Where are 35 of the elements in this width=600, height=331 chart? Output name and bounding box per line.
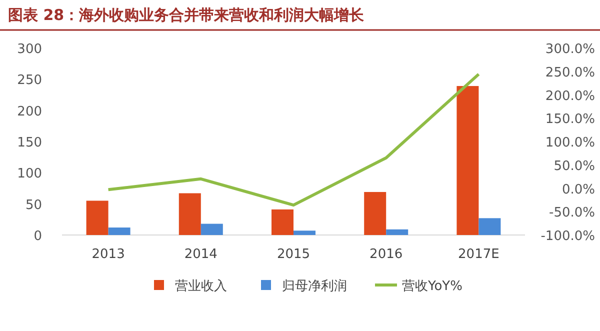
y-tick-label: 200	[17, 104, 42, 120]
x-tick-label: 2013	[92, 247, 125, 262]
bar	[272, 209, 294, 235]
chart-title: 图表 28：海外收购业务合并带来营收和利润大幅增长	[8, 6, 366, 24]
y-tick-label: 50	[25, 198, 42, 213]
x-tick-label: 2014	[184, 247, 218, 262]
bar	[200, 224, 223, 235]
bar	[178, 193, 201, 235]
y2-tick-label: -100.0%	[540, 229, 595, 244]
x-tick-label: 2017E	[458, 247, 500, 262]
legend-label: 归母净利润	[282, 279, 347, 294]
y2-tick-label: 150.0%	[545, 112, 595, 128]
bar	[386, 229, 408, 235]
y2-tick-label: 200.0%	[545, 88, 595, 104]
y-tick-label: 0	[34, 229, 42, 244]
y2-tick-label: 0.0%	[562, 182, 595, 198]
bar	[86, 200, 108, 235]
x-tick-label: 2015	[276, 247, 310, 262]
y2-tick-label: 50.0%	[554, 158, 595, 174]
y-tick-label: 250	[17, 73, 42, 88]
y2-tick-label: -50.0%	[549, 206, 595, 221]
x-tick-label: 2016	[370, 247, 403, 262]
y-tick-label: 300	[17, 42, 42, 57]
y2-tick-label: 300.0%	[545, 42, 595, 57]
y-tick-label: 150	[17, 136, 42, 150]
bar	[478, 218, 501, 235]
legend-label: 营业收入	[175, 279, 227, 294]
y2-tick-label: 100.0%	[545, 136, 595, 150]
bar	[108, 228, 130, 235]
y2-tick-label: 250.0%	[545, 65, 595, 80]
bar	[364, 192, 386, 235]
y-tick-label: 100	[17, 166, 42, 182]
legend-label: 营收YoY%	[402, 279, 462, 294]
bar	[294, 230, 316, 235]
bar	[456, 86, 479, 235]
